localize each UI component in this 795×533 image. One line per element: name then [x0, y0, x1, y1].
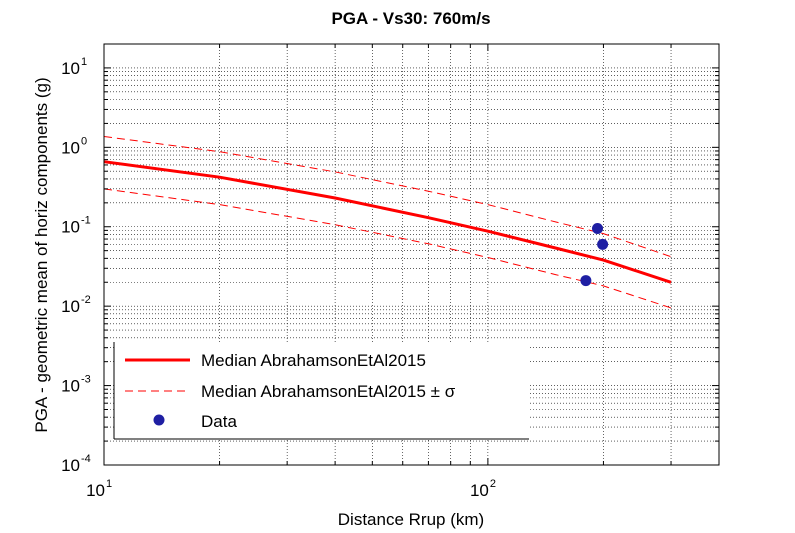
x-tick-label: 10 2: [470, 478, 496, 500]
y-tick-exponent: -1: [81, 215, 91, 227]
median-line: [103, 160, 672, 284]
y-tick-base: 10: [61, 377, 80, 396]
y-tick-label: 10 -4: [61, 453, 91, 475]
y-tick-label: 10 -3: [61, 374, 91, 396]
y-tick-exponent: -4: [81, 453, 91, 465]
y-tick-label: 10 1: [61, 56, 87, 78]
legend-swatch-data: [153, 414, 165, 426]
plot-area-border: [103, 43, 720, 466]
x-tick-base: 10: [86, 481, 105, 500]
y-tick-label: 10 -1: [61, 215, 91, 237]
y-tick-label: 10 -2: [61, 294, 91, 316]
x-tick-base: 10: [470, 481, 489, 500]
x-tick-exponent: 1: [106, 478, 112, 490]
legend: Median AbrahamsonEtAl2015 Median Abraham…: [113, 342, 529, 440]
chart-title: PGA - Vs30: 760m/s: [331, 9, 490, 28]
y-tick-base: 10: [61, 297, 80, 316]
data-point: [597, 238, 609, 250]
y-tick-base: 10: [61, 456, 80, 475]
series-layer: [103, 136, 672, 309]
y-tick-base: 10: [61, 218, 80, 237]
legend-label-median: Median AbrahamsonEtAl2015: [201, 351, 426, 370]
sigma-upper-line: [103, 136, 672, 258]
x-tick-labels: 10 1 10 2: [86, 478, 496, 500]
y-tick-exponent: -3: [81, 374, 91, 386]
x-axis-label: Distance Rrup (km): [338, 510, 484, 529]
y-tick-label: 10 0: [61, 135, 87, 157]
legend-label-sigma: Median AbrahamsonEtAl2015 ± σ: [201, 382, 456, 401]
y-axis-label: PGA - geometric mean of horiz components…: [32, 77, 51, 432]
legend-label-data: Data: [201, 412, 237, 431]
sigma-lower-line: [103, 188, 672, 309]
x-tick-label: 10 1: [86, 478, 112, 500]
data-point: [580, 275, 592, 287]
y-tick-exponent: -2: [81, 294, 91, 306]
data-point: [592, 223, 604, 235]
y-tick-exponent: 1: [81, 56, 87, 68]
y-tick-base: 10: [61, 138, 80, 157]
tick-marks: [104, 44, 719, 465]
y-tick-base: 10: [61, 59, 80, 78]
x-tick-exponent: 2: [490, 478, 496, 490]
y-tick-exponent: 0: [81, 135, 87, 147]
